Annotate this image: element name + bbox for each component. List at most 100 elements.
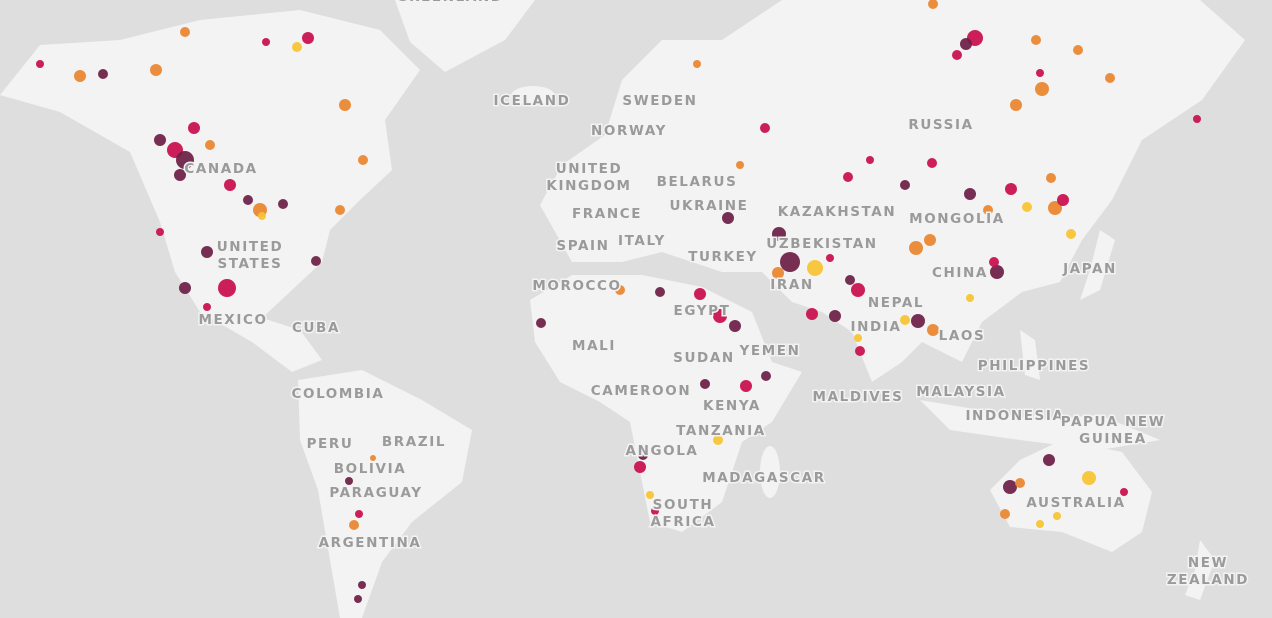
country-label: UNITED	[217, 239, 284, 255]
event-dot	[928, 0, 938, 9]
event-dot	[646, 491, 654, 499]
event-dot	[218, 279, 236, 297]
event-dot	[924, 234, 936, 246]
event-dot	[740, 380, 752, 392]
event-dot	[990, 265, 1004, 279]
country-label: SPAIN	[556, 238, 609, 254]
event-dot	[262, 38, 270, 46]
country-label: ICELAND	[494, 93, 571, 109]
event-dot	[1022, 202, 1032, 212]
event-dot	[345, 477, 353, 485]
event-dot	[693, 60, 701, 68]
country-label: ITALY	[618, 233, 666, 249]
indonesia	[920, 400, 1160, 450]
country-label: ANGOLA	[626, 443, 699, 459]
event-dot	[339, 99, 351, 111]
event-dot	[729, 320, 741, 332]
event-dot	[900, 315, 910, 325]
event-dot	[154, 134, 166, 146]
event-dot	[384, 438, 390, 444]
event-dot	[1036, 520, 1044, 528]
country-label: SOUTH	[653, 497, 714, 513]
event-dot	[964, 188, 976, 200]
greenland	[395, 0, 535, 72]
country-label: CAMEROON	[591, 383, 691, 399]
country-label: GUINEA	[1079, 431, 1147, 447]
country-label: MALDIVES	[813, 389, 904, 405]
event-dot	[854, 334, 862, 342]
country-label: ZEALAND	[1167, 572, 1249, 588]
event-dot	[203, 303, 211, 311]
event-dot	[713, 309, 727, 323]
country-label: RUSSIA	[908, 117, 973, 133]
event-dot	[1046, 173, 1056, 183]
event-dot	[989, 257, 999, 267]
country-label: BOLIVIA	[334, 461, 407, 477]
event-dot	[150, 64, 162, 76]
event-dot	[909, 241, 923, 255]
philippines	[1020, 330, 1040, 380]
event-dot	[713, 435, 723, 445]
country-label: SUDAN	[673, 350, 735, 366]
event-dot	[1053, 512, 1061, 520]
north-america	[0, 10, 420, 372]
event-dot	[74, 70, 86, 82]
country-label: MALAYSIA	[916, 384, 1005, 400]
event-dot	[772, 267, 784, 279]
country-label: MONGOLIA	[909, 211, 1005, 227]
event-dot	[655, 287, 665, 297]
country-label: CHINA	[932, 265, 988, 281]
event-dot	[736, 161, 744, 169]
country-label: KAZAKHSTAN	[778, 204, 897, 220]
event-dot	[615, 285, 625, 295]
event-dot	[1048, 201, 1062, 215]
event-dot	[855, 346, 865, 356]
country-label: INDIA	[851, 319, 902, 335]
australia	[990, 440, 1152, 552]
country-label: ARGENTINA	[319, 535, 422, 551]
event-dot	[1015, 478, 1025, 488]
land	[0, 0, 1245, 618]
event-dot	[1003, 480, 1017, 494]
event-dot	[634, 461, 646, 473]
event-dot	[292, 42, 302, 52]
country-label: KINGDOM	[546, 178, 631, 194]
africa	[530, 275, 802, 532]
event-dot	[952, 50, 962, 60]
country-label: UKRAINE	[669, 198, 748, 214]
event-dot	[358, 155, 368, 165]
event-dot	[224, 179, 236, 191]
country-label: INDONESIA	[965, 408, 1064, 424]
event-dot	[311, 256, 321, 266]
event-dot	[911, 314, 925, 328]
country-label: FRANCE	[572, 206, 642, 222]
event-dot	[1105, 73, 1115, 83]
new-zealand	[1185, 540, 1215, 600]
event-dot	[851, 283, 865, 297]
event-dot	[1043, 454, 1055, 466]
event-dot	[156, 228, 164, 236]
country-label: NORWAY	[591, 123, 667, 139]
event-dot	[354, 595, 362, 603]
event-dot	[349, 520, 359, 530]
country-label: JAPAN	[1062, 261, 1117, 277]
event-dot	[1036, 69, 1044, 77]
event-dot	[1005, 183, 1017, 195]
event-dot	[278, 199, 288, 209]
country-label: LAOS	[939, 328, 986, 344]
eurasia	[540, 0, 1245, 382]
event-dot	[900, 180, 910, 190]
event-dot	[174, 169, 186, 181]
country-label: IRAN	[770, 277, 814, 293]
event-dot	[1073, 45, 1083, 55]
event-dot	[335, 205, 345, 215]
event-dot	[1010, 99, 1022, 111]
country-label: BRAZIL	[382, 434, 446, 450]
event-dot	[807, 260, 823, 276]
event-dot	[36, 60, 44, 68]
event-dot	[722, 212, 734, 224]
event-dot	[355, 510, 363, 518]
event-dot	[638, 450, 648, 460]
event-dots	[36, 0, 1201, 603]
country-label: MALI	[572, 338, 616, 354]
